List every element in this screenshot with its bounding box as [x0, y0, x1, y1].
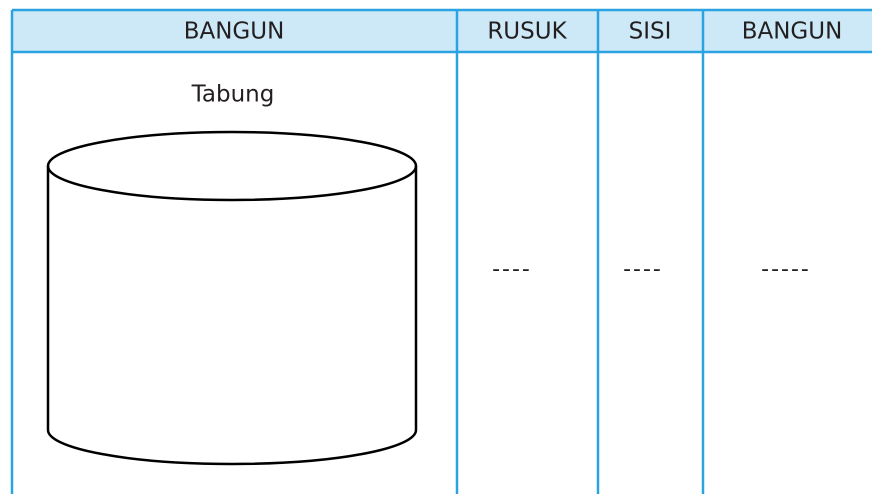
cylinder-bottom [46, 429, 418, 466]
header-cell: SISI [629, 19, 672, 45]
header-cell: RUSUK [487, 19, 567, 45]
header-cell: BANGUN [742, 19, 843, 45]
header-background [12, 10, 872, 52]
blank-answer: ----- [761, 257, 811, 282]
header-cell: BANGUN [184, 19, 285, 45]
blank-answer: ---- [623, 257, 663, 282]
cylinder-top [46, 130, 418, 202]
cylinder [46, 130, 418, 466]
blank-answer: ---- [492, 257, 532, 282]
table-borders [10, 8, 872, 494]
shape-label: Tabung [191, 82, 275, 108]
